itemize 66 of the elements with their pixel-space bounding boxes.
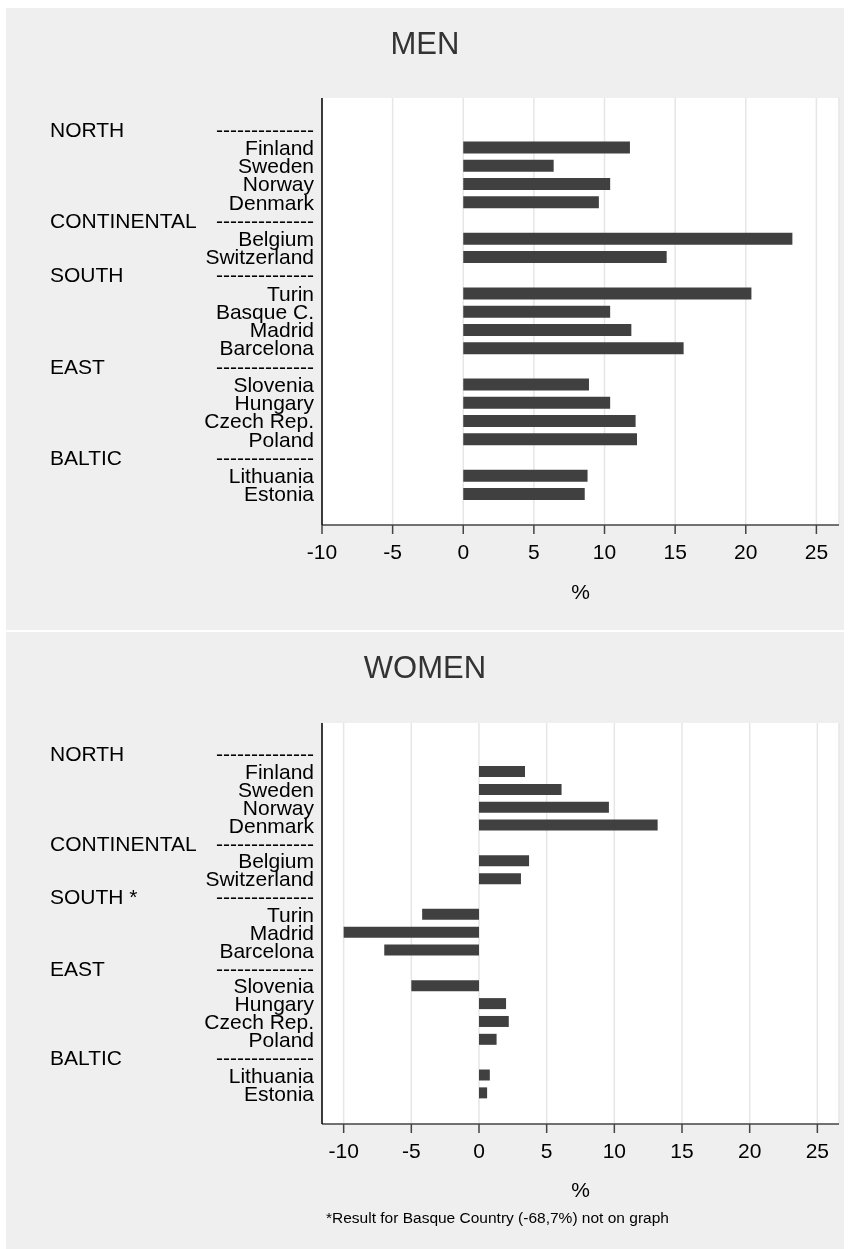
x-tick-label: 5 — [540, 1138, 553, 1162]
bar — [463, 415, 636, 428]
bar — [478, 1015, 509, 1027]
bar — [463, 378, 589, 391]
bar — [463, 342, 684, 355]
text: NORTH — [50, 117, 125, 141]
bar — [463, 323, 632, 336]
text: BALTIC — [50, 1045, 122, 1069]
text: CONTINENTAL — [50, 831, 197, 855]
x-tick-label: 0 — [473, 1138, 485, 1162]
bar — [463, 287, 752, 300]
bar — [463, 469, 588, 482]
bar — [478, 1069, 490, 1081]
bar — [478, 1033, 497, 1045]
text: EAST — [50, 956, 106, 980]
y-tick-label: Estonia — [243, 482, 315, 506]
x-axis-title: % — [570, 1177, 591, 1203]
x-axis-title: % — [570, 579, 591, 605]
bar — [463, 196, 599, 209]
text: CONTINENTAL — [50, 208, 197, 232]
text: BALTIC — [50, 445, 122, 469]
x-tick-label: 5 — [528, 539, 540, 563]
chart-title: WOMEN — [362, 649, 488, 687]
y-tick-label: Slovenia — [233, 974, 315, 998]
bar — [463, 433, 637, 446]
x-tick-label: -5 — [401, 1138, 421, 1162]
bar — [463, 250, 667, 263]
chart-title: MEN — [389, 25, 461, 63]
text: SOUTH * — [50, 885, 138, 909]
bar — [478, 783, 562, 795]
y-tick-label: Lithuania — [228, 1063, 315, 1087]
text: *Result for Basque Country (-68,7%) not on graph — [326, 1208, 669, 1228]
x-tick-label: 20 — [738, 1138, 762, 1162]
bar — [463, 488, 585, 501]
bar — [478, 801, 609, 813]
x-tick-label: 10 — [592, 539, 617, 563]
x-tick-label: -5 — [383, 539, 402, 563]
x-tick-label: 15 — [663, 539, 687, 563]
x-tick-label: 20 — [734, 539, 758, 563]
bar — [463, 232, 793, 245]
x-tick-label: -10 — [306, 539, 338, 563]
text: NORTH — [50, 742, 125, 766]
text: SOUTH — [50, 263, 124, 287]
bar — [478, 1087, 488, 1099]
x-tick-label: -10 — [328, 1138, 359, 1162]
text: EAST — [50, 354, 106, 378]
bar — [478, 855, 530, 867]
bar — [478, 766, 526, 778]
bar — [478, 819, 658, 831]
bar — [463, 178, 611, 190]
bar — [343, 926, 479, 938]
bar — [463, 305, 611, 318]
bar — [478, 998, 507, 1010]
x-tick-label: 10 — [602, 1138, 627, 1162]
bar — [384, 944, 479, 956]
bar — [422, 908, 479, 920]
bar — [463, 159, 554, 172]
x-tick-label: 25 — [804, 539, 829, 563]
bar — [478, 873, 521, 885]
x-tick-label: 25 — [805, 1138, 830, 1162]
bar — [411, 980, 479, 992]
y-tick-label: Sweden — [238, 778, 314, 802]
x-tick-label: 0 — [457, 539, 470, 563]
bar — [463, 396, 611, 409]
x-tick-label: 15 — [670, 1138, 694, 1162]
bar — [463, 141, 630, 154]
